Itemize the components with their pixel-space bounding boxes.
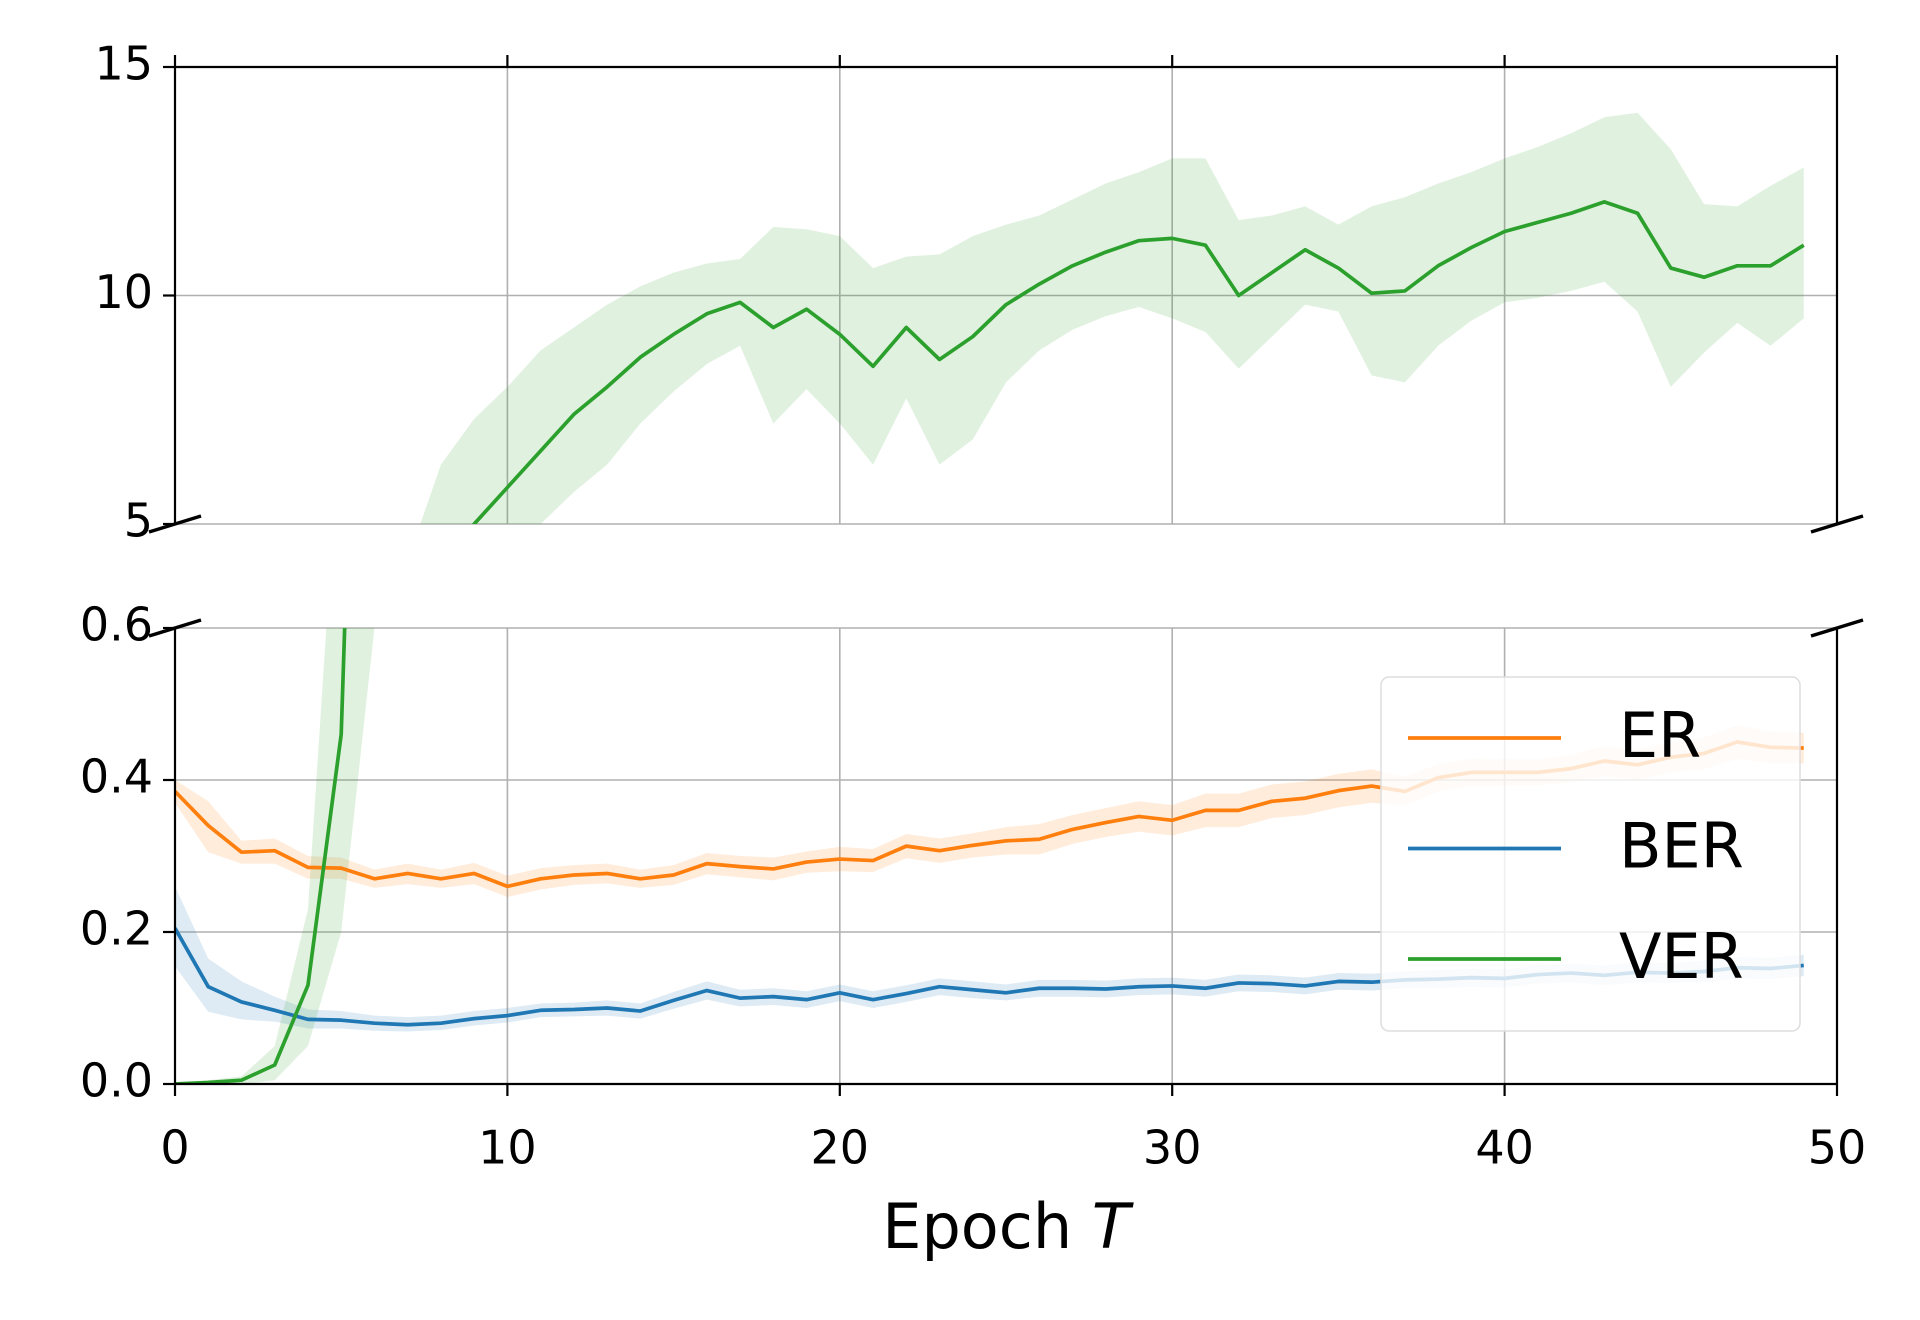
y-tick-label: 0.2	[80, 902, 153, 956]
x-tick-label: 10	[478, 1121, 537, 1175]
series-line	[471, 199, 1805, 524]
confidence-band	[175, 628, 375, 1084]
legend-box	[1380, 676, 1801, 1032]
x-axis-label: Epoch T	[882, 1190, 1134, 1263]
axis-break-mark	[1810, 514, 1864, 534]
x-tick-label: 0	[160, 1121, 189, 1175]
x-tick-label: 20	[811, 1121, 870, 1175]
legend-label: BER	[1619, 810, 1744, 883]
y-tick-label: 10	[94, 265, 153, 319]
x-tick-label: 30	[1143, 1121, 1202, 1175]
legend-label: ER	[1619, 699, 1701, 772]
x-label-variable: T	[1092, 1190, 1134, 1263]
axis-break-mark	[1810, 618, 1864, 638]
x-label-text: Epoch	[882, 1190, 1072, 1263]
y-tick-label: 15	[94, 37, 153, 91]
legend-label: VER	[1619, 920, 1744, 993]
axis-break-mark	[148, 618, 202, 638]
y-tick-label: 0.4	[80, 750, 153, 804]
y-tick-label: 5	[124, 494, 153, 548]
axis-break-mark	[148, 514, 202, 534]
plot-area	[420, 112, 1805, 524]
confidence-band	[420, 112, 1804, 524]
y-tick-label: 0.0	[80, 1054, 153, 1108]
x-tick-label: 50	[1808, 1121, 1867, 1175]
confidence-band	[175, 886, 1804, 1032]
y-tick-label: 0.6	[80, 598, 153, 652]
x-tick-label: 40	[1475, 1121, 1534, 1175]
